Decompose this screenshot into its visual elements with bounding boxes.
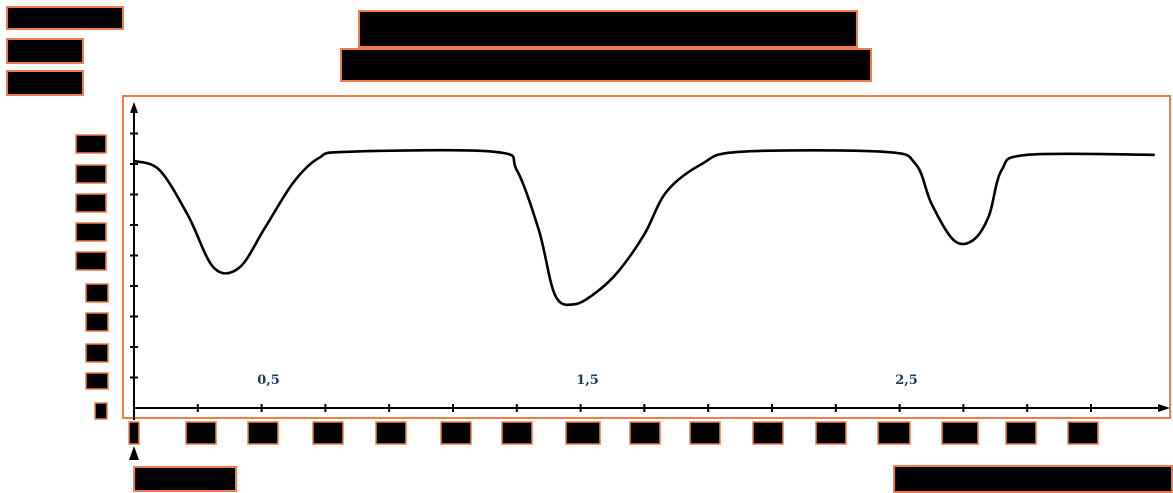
redacted-x-tick-label xyxy=(1005,421,1037,445)
redacted-x-tick-label xyxy=(1067,421,1099,445)
y-axis-arrow xyxy=(130,102,138,113)
redacted-y-tick-label xyxy=(85,283,109,303)
redacted-x-tick-label xyxy=(375,421,407,445)
redacted-y-tick-label xyxy=(94,402,108,420)
x-tick-label: 1,5 xyxy=(576,373,599,388)
redacted-x-tick-label xyxy=(689,421,721,445)
redacted-x-tick-label xyxy=(247,421,279,445)
redacted-y-tick-label xyxy=(75,164,107,184)
redacted-x-tick-label xyxy=(941,421,979,445)
redacted-x-tick-label xyxy=(501,421,533,445)
origin-marker-arrow xyxy=(129,446,139,460)
redacted-y-tick-label xyxy=(75,251,107,271)
redacted-bottom-left-label xyxy=(133,466,237,492)
x-tick-label: 2,5 xyxy=(895,373,918,388)
redacted-y-tick-label xyxy=(75,134,107,154)
redacted-top-left-label-1 xyxy=(6,6,124,30)
redacted-x-tick-label xyxy=(312,421,344,445)
redacted-x-tick-label xyxy=(185,421,217,445)
series-line-0 xyxy=(133,148,1155,307)
redacted-x-tick-label xyxy=(440,421,472,445)
redacted-title-line-1 xyxy=(358,10,858,48)
redacted-y-tick-label xyxy=(75,193,107,213)
redacted-title-line-2 xyxy=(340,48,872,82)
redacted-x-tick-label xyxy=(565,421,601,445)
redacted-y-tick-label xyxy=(85,343,109,363)
redacted-x-tick-label xyxy=(752,421,784,445)
redacted-x-tick-label xyxy=(877,421,911,445)
x-axis-arrow xyxy=(1158,404,1170,412)
redacted-y-tick-label xyxy=(85,312,109,332)
redacted-x-tick-label xyxy=(128,421,140,445)
redacted-y-tick-label xyxy=(75,222,107,242)
redacted-x-tick-label xyxy=(629,421,661,445)
redacted-x-tick-label xyxy=(815,421,847,445)
plot-area-frame xyxy=(122,95,1171,419)
redacted-bottom-right-label xyxy=(893,465,1173,493)
redacted-top-left-label-2 xyxy=(6,38,84,64)
redacted-y-tick-label xyxy=(85,372,109,390)
redacted-top-left-label-3 xyxy=(6,70,84,96)
x-tick-label: 0,5 xyxy=(257,373,280,388)
